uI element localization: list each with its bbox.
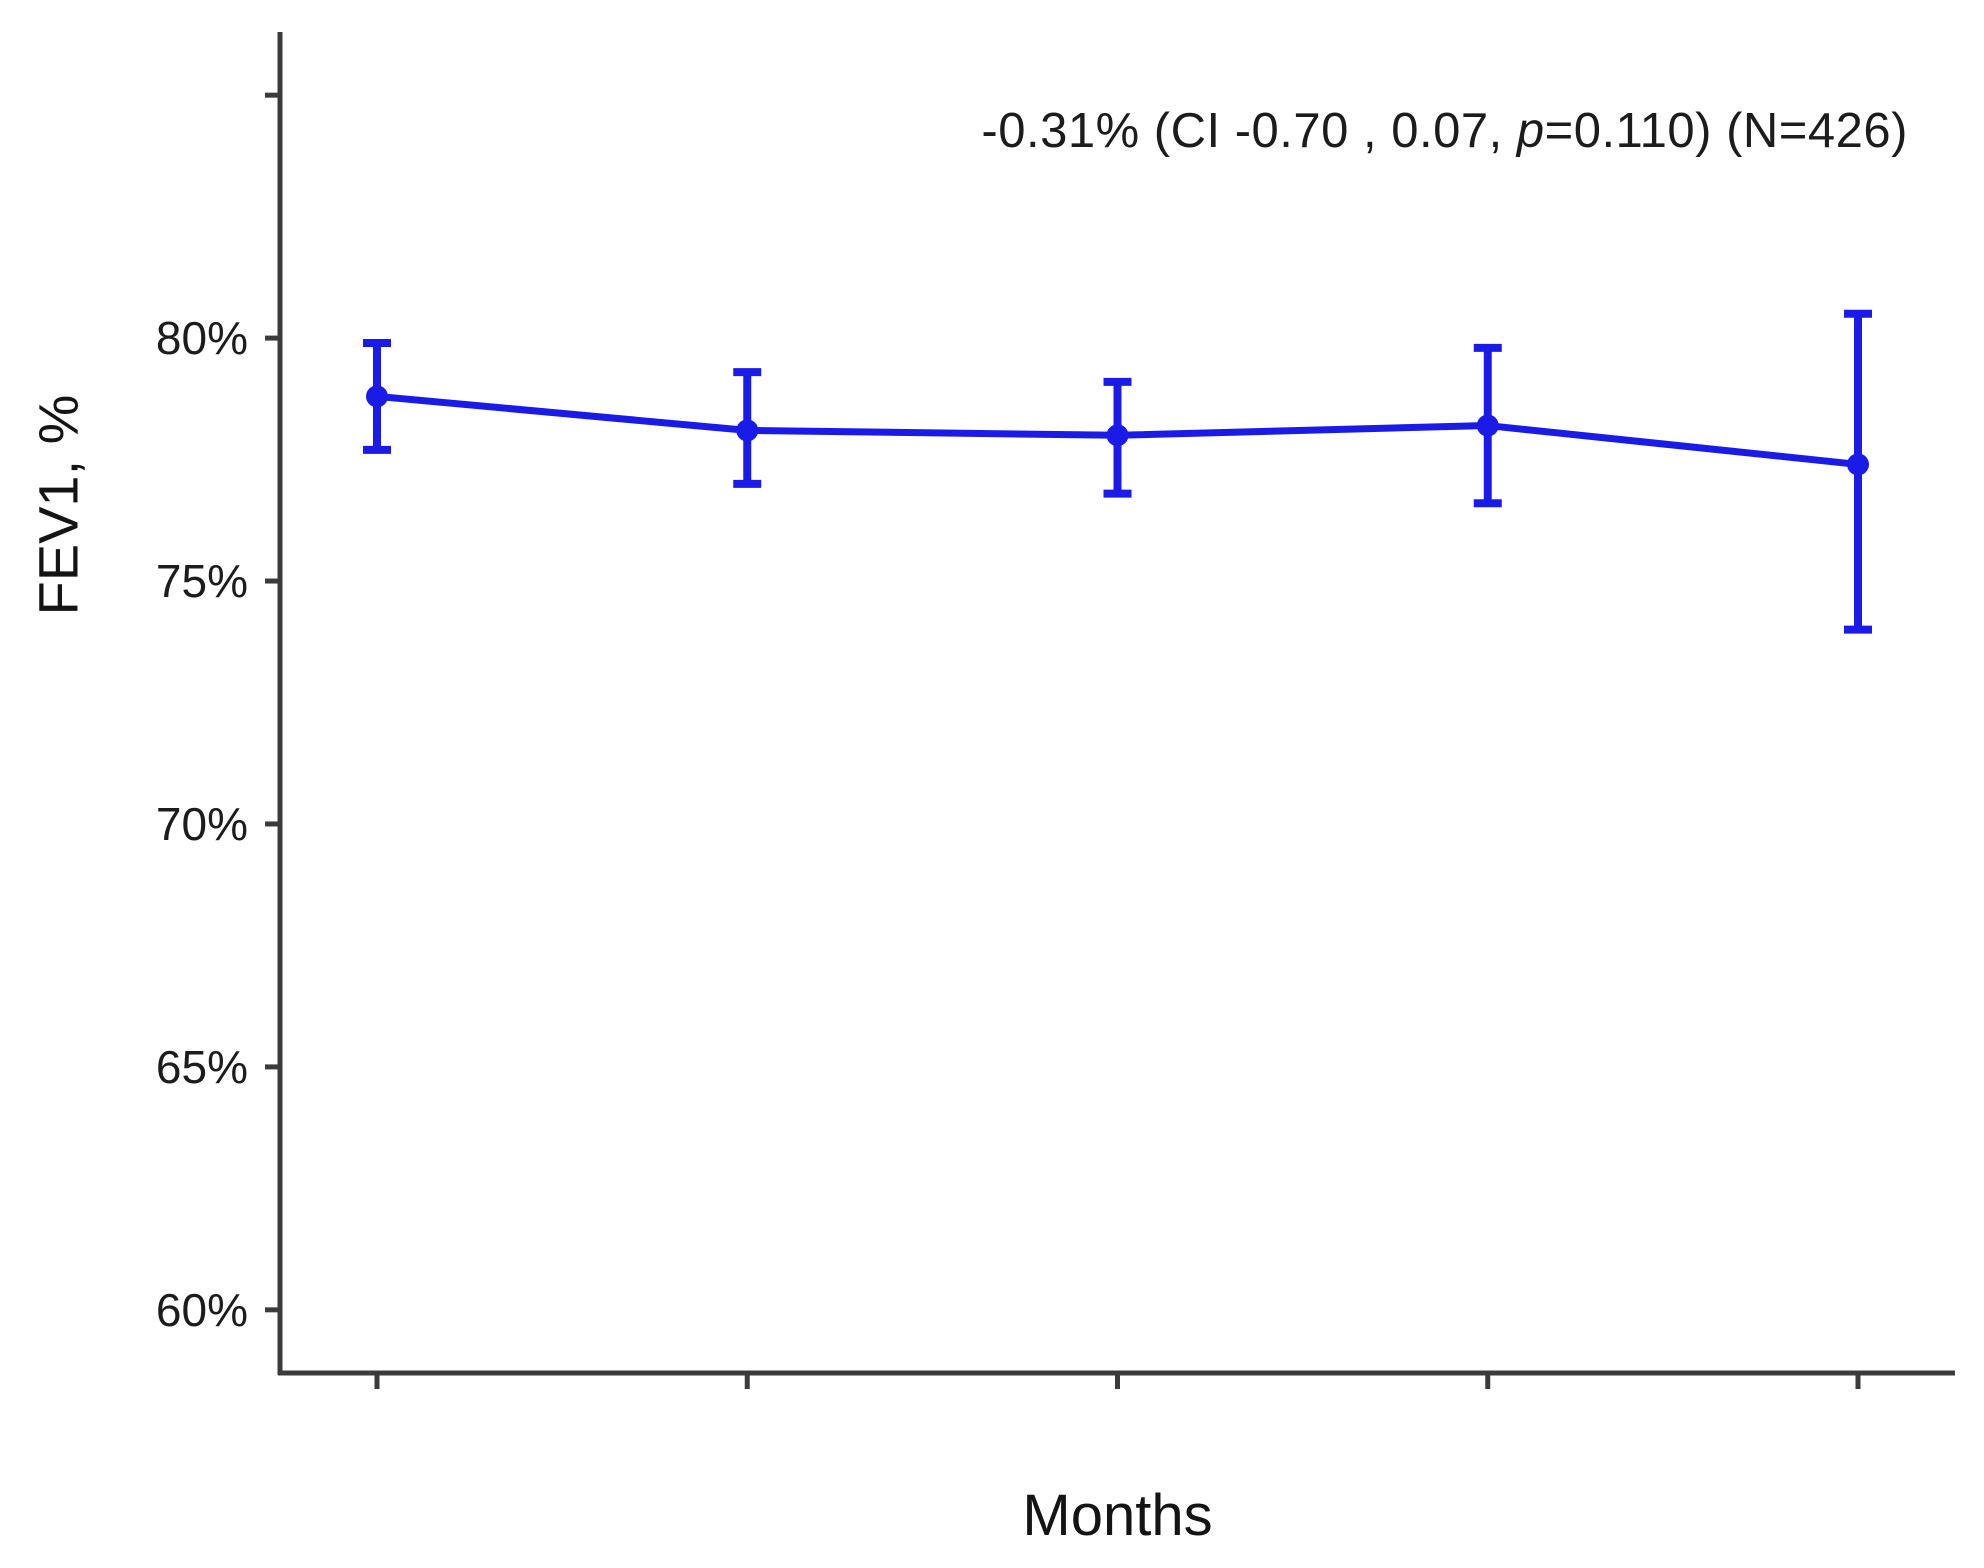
- stat-annotation-prefix: -0.31% (CI -0.70 , 0.07,: [981, 104, 1517, 158]
- stat-annotation-pvalue-symbol: p: [1516, 104, 1545, 158]
- x-axis-title: Months: [1022, 1483, 1213, 1548]
- y-tick-label: 75%: [156, 555, 248, 607]
- y-axis-title: FEV1, %: [26, 394, 90, 616]
- y-tick-label: 70%: [156, 798, 248, 850]
- data-point-marker: [366, 385, 388, 408]
- data-point-marker: [1847, 453, 1869, 476]
- stat-annotation-suffix: =0.110) (N=426): [1544, 104, 1908, 158]
- y-tick-label: 60%: [156, 1284, 248, 1336]
- y-tick-label: 80%: [156, 312, 248, 364]
- data-point-marker: [1106, 424, 1129, 447]
- data-point-marker: [1476, 414, 1499, 437]
- data-point-marker: [736, 419, 759, 442]
- y-tick-label: 65%: [156, 1041, 248, 1093]
- stat-annotation: -0.31% (CI -0.70 , 0.07, p=0.110) (N=426…: [981, 103, 1908, 159]
